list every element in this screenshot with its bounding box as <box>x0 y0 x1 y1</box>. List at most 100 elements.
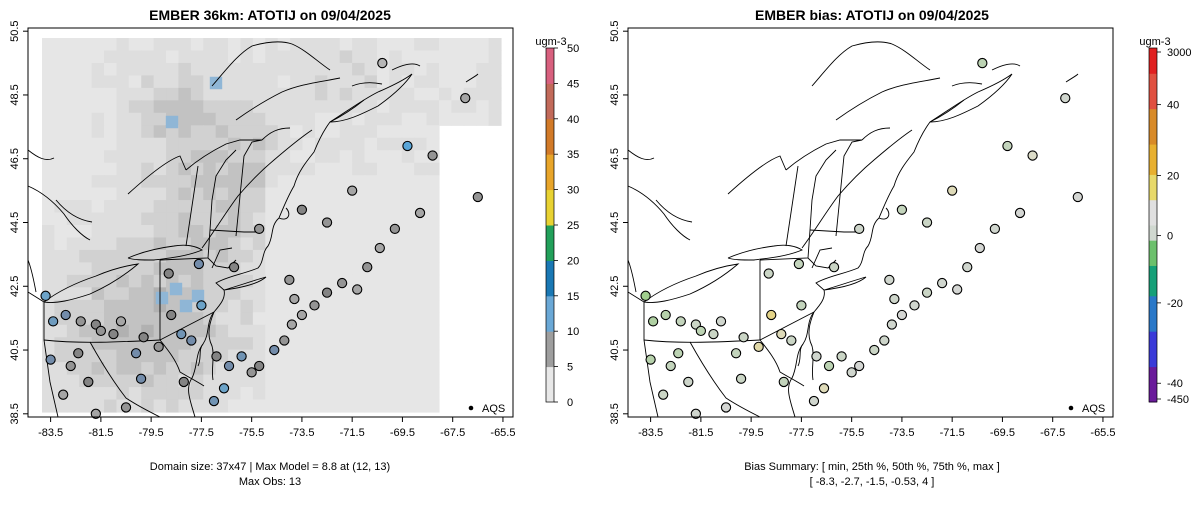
grid-cell <box>228 337 242 351</box>
bias-plot-frame <box>627 27 1114 418</box>
grid-cell <box>314 62 328 76</box>
colorbar-band <box>1149 133 1157 140</box>
grid-cell <box>66 287 80 301</box>
grid-cell <box>290 349 304 363</box>
x-tick-label: -79.5 <box>739 427 764 439</box>
colorbar-band <box>546 284 554 291</box>
grid-cell <box>314 50 328 64</box>
grid-cell <box>215 287 229 301</box>
station-marker <box>296 204 308 215</box>
colorbar-band <box>1149 184 1157 191</box>
colorbar-band <box>1149 63 1157 69</box>
colorbar-tick-label: 5 <box>567 362 573 374</box>
colorbar-tick-label: -20 <box>1167 298 1183 310</box>
grid-cell <box>178 212 192 226</box>
grid-cell <box>79 162 93 176</box>
map-line <box>201 129 313 249</box>
grid-cell <box>463 100 477 114</box>
grid-cell <box>364 175 378 189</box>
grid-cell <box>128 387 142 401</box>
grid-cell <box>240 162 254 176</box>
grid-cell <box>463 38 477 52</box>
grid-cell <box>327 162 341 176</box>
station-marker <box>228 261 240 273</box>
grid-cell <box>116 137 130 151</box>
map-line <box>465 73 479 83</box>
grid-cell <box>414 187 428 201</box>
grid-cell <box>451 112 465 126</box>
grid-cell <box>327 200 341 214</box>
y-tick-label: 48.5 <box>9 84 21 105</box>
grid-cell <box>153 150 167 164</box>
grid-cell <box>203 200 217 214</box>
x-tick-label: -67.5 <box>440 427 465 439</box>
grid-cell <box>153 387 167 401</box>
colorbar-band <box>1149 280 1157 287</box>
grid-cell <box>364 162 378 176</box>
grid-cell <box>314 200 328 214</box>
grid-cell <box>364 324 378 338</box>
grid-cell <box>401 399 415 413</box>
station-marker <box>645 354 656 365</box>
grid-cell <box>166 225 180 239</box>
bias-caption-line1: Bias Summary: [ min, 25th %, 50th %, 75t… <box>744 461 1000 473</box>
grid-cell <box>166 125 180 139</box>
grid-cell <box>302 399 316 413</box>
grid-cell <box>426 200 440 214</box>
grid-cell <box>240 50 254 64</box>
grid-cell <box>91 100 105 114</box>
grid-cell <box>389 399 403 413</box>
map-line <box>643 263 740 303</box>
grid-cell <box>215 50 229 64</box>
grid-cell <box>128 100 142 114</box>
grid-cell <box>203 162 217 176</box>
colorbar-band <box>546 83 554 90</box>
station-marker <box>640 290 651 301</box>
colorbar-band <box>546 278 554 285</box>
grid-cell <box>66 125 80 139</box>
x-tick-label: -77.5 <box>189 427 214 439</box>
grid-cell <box>203 274 217 288</box>
grid-cell <box>488 50 502 64</box>
colorbar-band <box>546 230 554 238</box>
grid-cell <box>79 112 93 126</box>
grid-cell <box>153 212 167 226</box>
grid-cell <box>314 274 328 288</box>
grid-cell <box>203 100 217 114</box>
colorbar-band <box>1149 331 1157 337</box>
grid-cell <box>54 212 68 226</box>
grid-cell <box>252 387 266 401</box>
station-marker <box>869 344 880 356</box>
station-marker <box>673 348 684 359</box>
grid-cell <box>228 187 242 201</box>
grid-cell <box>389 200 403 214</box>
grid-cell <box>203 62 217 76</box>
station-marker <box>45 354 56 365</box>
grid-cell <box>376 337 390 351</box>
grid-cell <box>277 187 291 201</box>
grid-cell <box>414 225 428 239</box>
grid-cell <box>352 38 366 52</box>
map-line <box>211 41 331 87</box>
grid-cell <box>364 100 378 114</box>
grid-cell <box>104 87 118 101</box>
grid-cell <box>42 50 56 64</box>
grid-cell <box>339 50 353 64</box>
grid-cell <box>166 362 180 376</box>
grid-cell <box>389 362 403 376</box>
station-marker <box>196 300 207 311</box>
station-marker <box>166 309 177 321</box>
grid-cell <box>166 50 180 64</box>
grid-cell <box>426 137 440 151</box>
grid-cell <box>290 150 304 164</box>
grid-cell <box>327 274 341 288</box>
grid-cell <box>352 50 366 64</box>
colorbar-band <box>546 325 554 332</box>
grid-cell <box>228 274 242 288</box>
grid-cell <box>265 187 279 201</box>
grid-cell <box>265 287 279 301</box>
grid-cell <box>426 337 440 351</box>
grid-cell <box>327 125 341 139</box>
grid-cell <box>352 262 366 276</box>
grid-cell <box>42 100 56 114</box>
